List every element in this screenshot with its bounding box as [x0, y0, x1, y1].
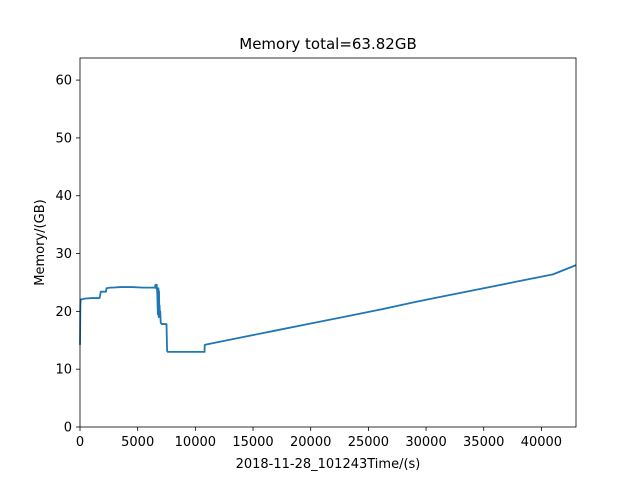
- x-tick-label: 40000: [521, 435, 562, 450]
- x-tick-label: 35000: [463, 435, 504, 450]
- ticks-layer: 0 5000 10000 15000 20000 25000 30000 35000 40000…: [55, 74, 562, 450]
- x-tick-label: 0: [76, 435, 84, 450]
- y-tick-label: 20: [55, 305, 72, 320]
- y-tick-label: 30: [55, 247, 72, 262]
- plot-frame: [79, 57, 577, 428]
- series-layer: [79, 264, 577, 353]
- x-tick-label: 15000: [232, 435, 273, 450]
- plot-area: [80, 58, 576, 427]
- x-tick-label: 30000: [405, 435, 446, 450]
- y-tick-label: 0: [64, 421, 72, 436]
- y-tick-label: 10: [55, 363, 72, 378]
- x-tick-label: 10000: [175, 435, 216, 450]
- series-line-memory: [79, 264, 577, 353]
- x-tick-label: 25000: [348, 435, 389, 450]
- y-tick-label: 60: [55, 74, 72, 89]
- chart-title: Memory total=63.82GB: [239, 35, 417, 53]
- x-axis-label: 2018-11-28_101243Time/(s): [236, 457, 421, 472]
- y-axis-label: Memory/(GB): [33, 199, 48, 285]
- x-tick-label: 20000: [290, 435, 331, 450]
- y-tick-label: 40: [55, 189, 72, 204]
- x-tick-label: 5000: [121, 435, 154, 450]
- y-tick-label: 50: [55, 131, 72, 146]
